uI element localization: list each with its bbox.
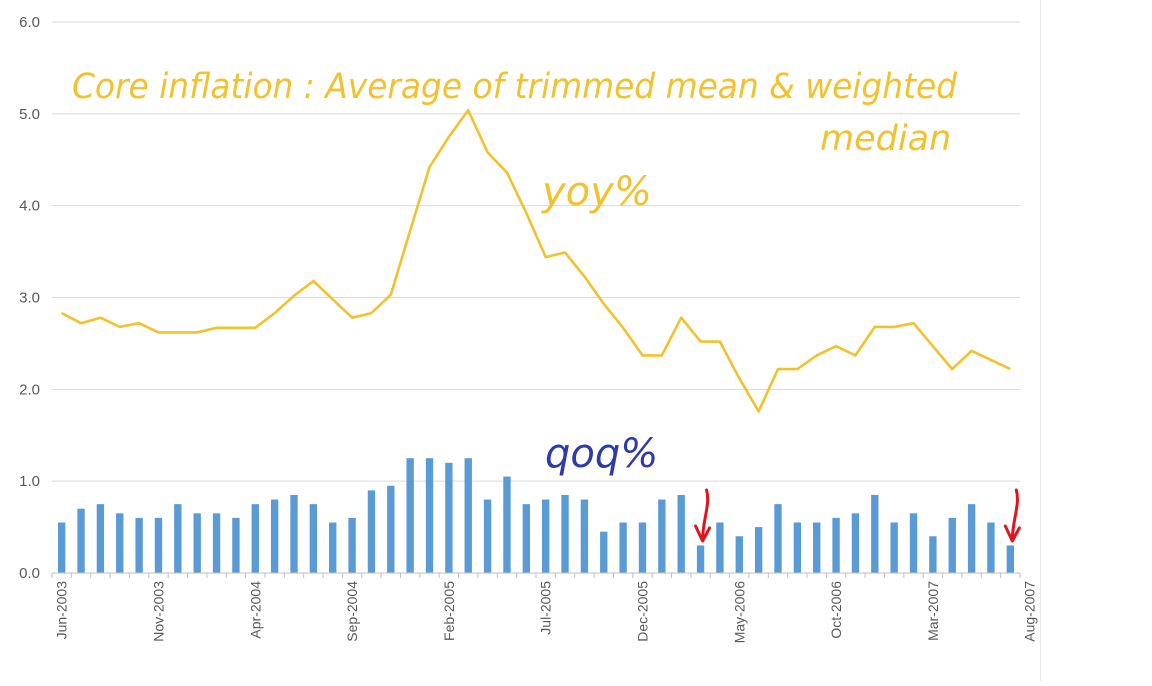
bar	[658, 499, 666, 573]
handwritten-annotations: Core inflation : Average of trimmed mean…	[72, 67, 958, 477]
bar	[251, 504, 259, 573]
bar	[580, 499, 589, 573]
bar	[600, 531, 608, 573]
bar	[154, 517, 163, 573]
bar	[77, 508, 85, 573]
bar	[967, 504, 976, 573]
bar	[135, 517, 143, 573]
bar-series	[58, 458, 1014, 573]
bar	[309, 504, 318, 573]
y-tick-label: 5.0	[19, 106, 40, 123]
bar	[232, 517, 240, 573]
bar	[929, 536, 937, 573]
arrow-shaft	[1010, 488, 1019, 542]
y-tick-label: 4.0	[19, 198, 40, 215]
annotation-title-line2: median	[820, 119, 951, 159]
bar	[677, 494, 685, 573]
arrow-head	[1003, 524, 1021, 543]
bar	[212, 513, 221, 573]
y-tick-label: 3.0	[19, 290, 40, 307]
y-tick-label: 2.0	[19, 381, 40, 398]
x-tick-label: Apr-2004	[247, 581, 263, 639]
bar	[754, 527, 763, 573]
bar	[503, 476, 511, 573]
arrow-head	[694, 524, 712, 543]
bar	[96, 504, 105, 573]
bar	[813, 522, 821, 573]
line-path	[61, 108, 1011, 413]
chart-frame: 6.0 5.0 4.0 3.0 2.0 1.0 0.0 Jun-2003 Nov-2003 Ap…	[19, 14, 1135, 644]
bar	[638, 522, 647, 573]
bar	[909, 513, 918, 573]
bar	[116, 513, 124, 573]
bar	[619, 522, 627, 573]
gridlines	[52, 21, 1020, 482]
x-tick-label: Aug-2007	[1022, 581, 1038, 642]
highlight-arrows	[694, 488, 1021, 543]
bar	[735, 536, 743, 573]
bar	[445, 462, 453, 573]
bar	[890, 522, 898, 573]
bar	[1006, 545, 1014, 573]
bar	[696, 545, 705, 573]
bar	[58, 522, 66, 573]
x-tick-label: May-2006	[731, 581, 747, 643]
bar	[774, 504, 782, 573]
annotation-line-label: yoy%	[541, 169, 652, 215]
bar	[387, 485, 395, 573]
bar	[329, 522, 337, 573]
x-tick-label: Mar-2007	[925, 581, 941, 641]
bar	[290, 494, 298, 573]
y-axis-ticks: 6.0 5.0 4.0 3.0 2.0 1.0 0.0	[19, 14, 40, 582]
arrow-shaft	[701, 488, 710, 542]
bar	[483, 499, 492, 573]
bar	[522, 504, 530, 573]
bar	[832, 517, 840, 573]
bar	[871, 494, 879, 573]
y-tick-label: 0.0	[19, 565, 40, 582]
bar	[542, 499, 550, 573]
bar	[406, 458, 414, 573]
y-tick-label: 6.0	[19, 14, 40, 31]
bar	[367, 490, 376, 573]
x-tick-label: Oct-2006	[828, 581, 844, 639]
x-tick-label: Nov-2003	[150, 581, 166, 642]
right-margin	[1040, 0, 1152, 681]
bar	[464, 458, 472, 573]
bar	[987, 522, 995, 573]
x-tick-label: Dec-2005	[634, 581, 650, 642]
bar	[851, 513, 860, 573]
bar	[561, 494, 569, 573]
x-tick-label: Jul-2005	[538, 581, 554, 635]
x-tick-label: Jun-2003	[54, 581, 70, 640]
bar	[793, 522, 802, 573]
bar	[193, 513, 201, 573]
x-axis: Jun-2003 Nov-2003 Apr-2004 Sep-2004 Feb-2005…	[51, 572, 1134, 643]
x-tick-label: Sep-2004	[344, 581, 360, 642]
bar	[270, 499, 279, 573]
inflation-chart: 6.0 5.0 4.0 3.0 2.0 1.0 0.0 Jun-2003 Nov-2003 Ap…	[19, 14, 1134, 643]
bar	[716, 522, 724, 573]
x-tick-label: Feb-2005	[441, 581, 457, 641]
bar	[425, 458, 434, 573]
line-series	[61, 108, 1011, 413]
bar	[948, 517, 956, 573]
annotation-bar-label: qoq%	[545, 431, 658, 477]
bar	[348, 517, 356, 573]
annotation-title-line1: Core inflation : Average of trimmed mean…	[72, 67, 958, 107]
y-tick-label: 1.0	[19, 473, 40, 490]
bar	[174, 504, 182, 573]
